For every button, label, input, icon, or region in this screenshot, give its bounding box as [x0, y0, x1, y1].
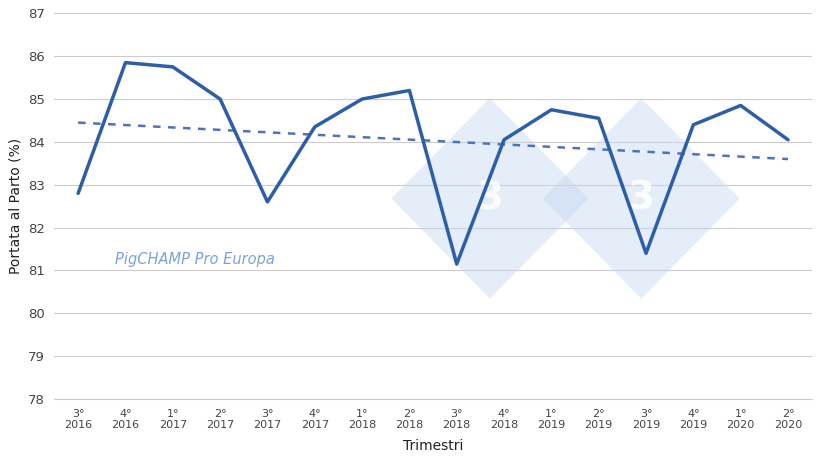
Text: 3: 3	[476, 179, 503, 218]
Text: PigCHAMP Pro Europa: PigCHAMP Pro Europa	[115, 252, 274, 267]
Text: 3: 3	[627, 179, 654, 218]
Polygon shape	[391, 98, 587, 299]
Y-axis label: Portata al Parto (%): Portata al Parto (%)	[8, 138, 22, 274]
Polygon shape	[542, 98, 739, 299]
X-axis label: Trimestri: Trimestri	[402, 439, 463, 453]
